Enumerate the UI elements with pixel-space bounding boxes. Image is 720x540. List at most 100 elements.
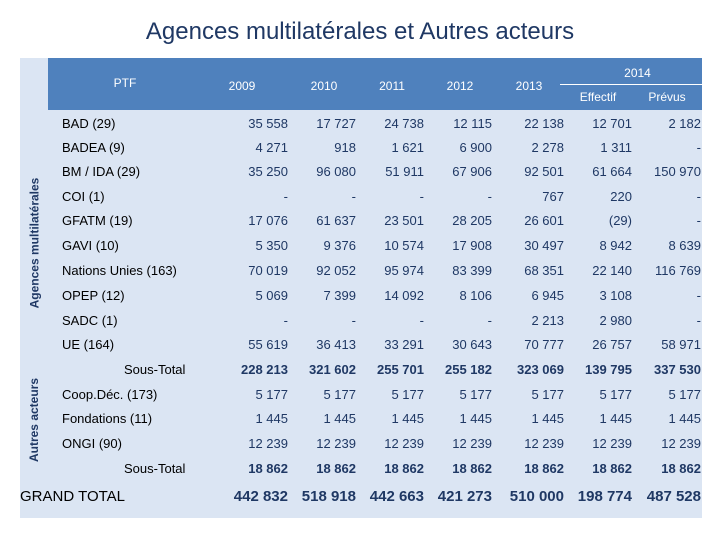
table-cell: 1 445 [255, 411, 288, 426]
table-cell: 67 906 [452, 164, 492, 179]
table-cell: 323 069 [517, 362, 564, 377]
table-cell: 1 445 [599, 411, 632, 426]
table-cell: - [283, 189, 288, 204]
row-label: BAD (29) [62, 116, 116, 131]
table-cell: 26 601 [524, 213, 564, 228]
header-prevus: Prévus [648, 90, 686, 104]
table-cell: 18 862 [384, 461, 424, 476]
header-year-2010: 2010 [310, 79, 338, 93]
table-cell: 2 182 [668, 116, 701, 131]
table-cell: 7 399 [323, 288, 356, 303]
table-cell: 17 908 [452, 238, 492, 253]
table-cell: 12 115 [453, 116, 492, 131]
table-cell: 12 239 [592, 436, 632, 451]
table-cell: - [351, 189, 356, 204]
table-cell: (29) [608, 213, 632, 228]
grand-total-cell: 198 774 [577, 488, 632, 505]
table-cell: - [696, 313, 701, 328]
table-cell: 92 501 [524, 164, 564, 179]
header-ptf: PTF [113, 76, 137, 90]
table-cell: 2 980 [599, 313, 632, 328]
table-cell: 12 239 [452, 436, 492, 451]
table-cell: 24 738 [384, 116, 424, 131]
row-label: SADC (1) [62, 313, 118, 328]
table-cell: 18 862 [248, 461, 288, 476]
header-2014-divider [560, 84, 702, 85]
table-cell: 767 [542, 189, 564, 204]
table-cell: 18 862 [592, 461, 632, 476]
table-cell: 3 108 [599, 288, 632, 303]
table-cell: 28 205 [452, 213, 492, 228]
table-panel [20, 58, 702, 518]
table-cell: 337 530 [654, 362, 701, 377]
table-cell: 116 769 [654, 263, 701, 278]
table-cell: 4 271 [255, 140, 288, 155]
table-cell: 14 092 [384, 288, 424, 303]
table-cell: 918 [334, 140, 356, 155]
table-cell: 61 664 [592, 164, 632, 179]
grand-total-cell: 510 000 [509, 488, 564, 505]
table-cell: 5 177 [531, 387, 564, 402]
table-cell: 5 177 [599, 387, 632, 402]
table-cell: 26 757 [592, 337, 632, 352]
table-cell: 12 239 [384, 436, 424, 451]
table-cell: 17 727 [316, 116, 356, 131]
table-cell: 18 862 [316, 461, 356, 476]
table-cell: - [419, 313, 424, 328]
header-year-2014: 2014 [624, 66, 651, 80]
table-cell: 6 900 [459, 140, 492, 155]
table-cell: 255 701 [377, 362, 424, 377]
table-cell: - [419, 189, 424, 204]
table-cell: 150 970 [654, 164, 701, 179]
table-cell: 2 278 [531, 140, 564, 155]
table-cell: - [351, 313, 356, 328]
table-cell: - [283, 313, 288, 328]
table-cell: - [696, 213, 701, 228]
table-cell: 321 602 [309, 362, 356, 377]
table-cell: 1 621 [391, 140, 424, 155]
table-cell: 35 250 [248, 164, 288, 179]
table-cell: 2 213 [531, 313, 564, 328]
table-cell: 17 076 [248, 213, 288, 228]
grand-total-cell: 518 918 [301, 488, 356, 505]
grand-total-cell: 442 663 [369, 488, 424, 505]
table-cell: 83 399 [452, 263, 492, 278]
table-cell: - [696, 288, 701, 303]
table-cell: 36 413 [316, 337, 356, 352]
row-label: GFATM (19) [62, 213, 133, 228]
table-cell: 1 445 [531, 411, 564, 426]
table-cell: 139 795 [585, 362, 632, 377]
table-cell: 70 777 [524, 337, 564, 352]
row-label: COI (1) [62, 189, 105, 204]
table-cell: 6 945 [531, 288, 564, 303]
table-cell: 5 177 [255, 387, 288, 402]
header-year-2012: 2012 [446, 79, 474, 93]
row-label: BM / IDA (29) [62, 164, 141, 179]
table-cell: 12 701 [592, 116, 632, 131]
table-cell: 1 445 [668, 411, 701, 426]
table-cell: 51 911 [385, 164, 424, 179]
group-label-multilaterales: Agences multilatérales [20, 110, 48, 375]
table-cell: 61 637 [316, 213, 356, 228]
grand-total-cell: 421 273 [437, 488, 492, 505]
row-label: Nations Unies (163) [62, 263, 177, 278]
table-cell: 33 291 [384, 337, 424, 352]
table-cell: 12 239 [248, 436, 288, 451]
row-label: UE (164) [62, 337, 115, 352]
table-cell: 228 213 [241, 362, 288, 377]
page-title: Agences multilatérales et Autres acteurs [145, 18, 575, 45]
header-year-2011: 2011 [379, 79, 405, 93]
table-cell: 70 019 [248, 263, 288, 278]
row-label: ONGI (90) [62, 436, 122, 451]
header-year-2013: 2013 [515, 79, 543, 93]
table-cell: 1 445 [323, 411, 356, 426]
table-cell: 5 069 [255, 288, 288, 303]
table-cell: 12 239 [524, 436, 564, 451]
table-cell: - [696, 189, 701, 204]
table-cell: 55 619 [248, 337, 288, 352]
table-cell: 22 138 [524, 116, 564, 131]
table-cell: 255 182 [445, 362, 492, 377]
row-label: Coop.Déc. (173) [62, 387, 158, 402]
row-label: OPEP (12) [62, 288, 125, 303]
grand-total-label: GRAND TOTAL [20, 488, 126, 505]
